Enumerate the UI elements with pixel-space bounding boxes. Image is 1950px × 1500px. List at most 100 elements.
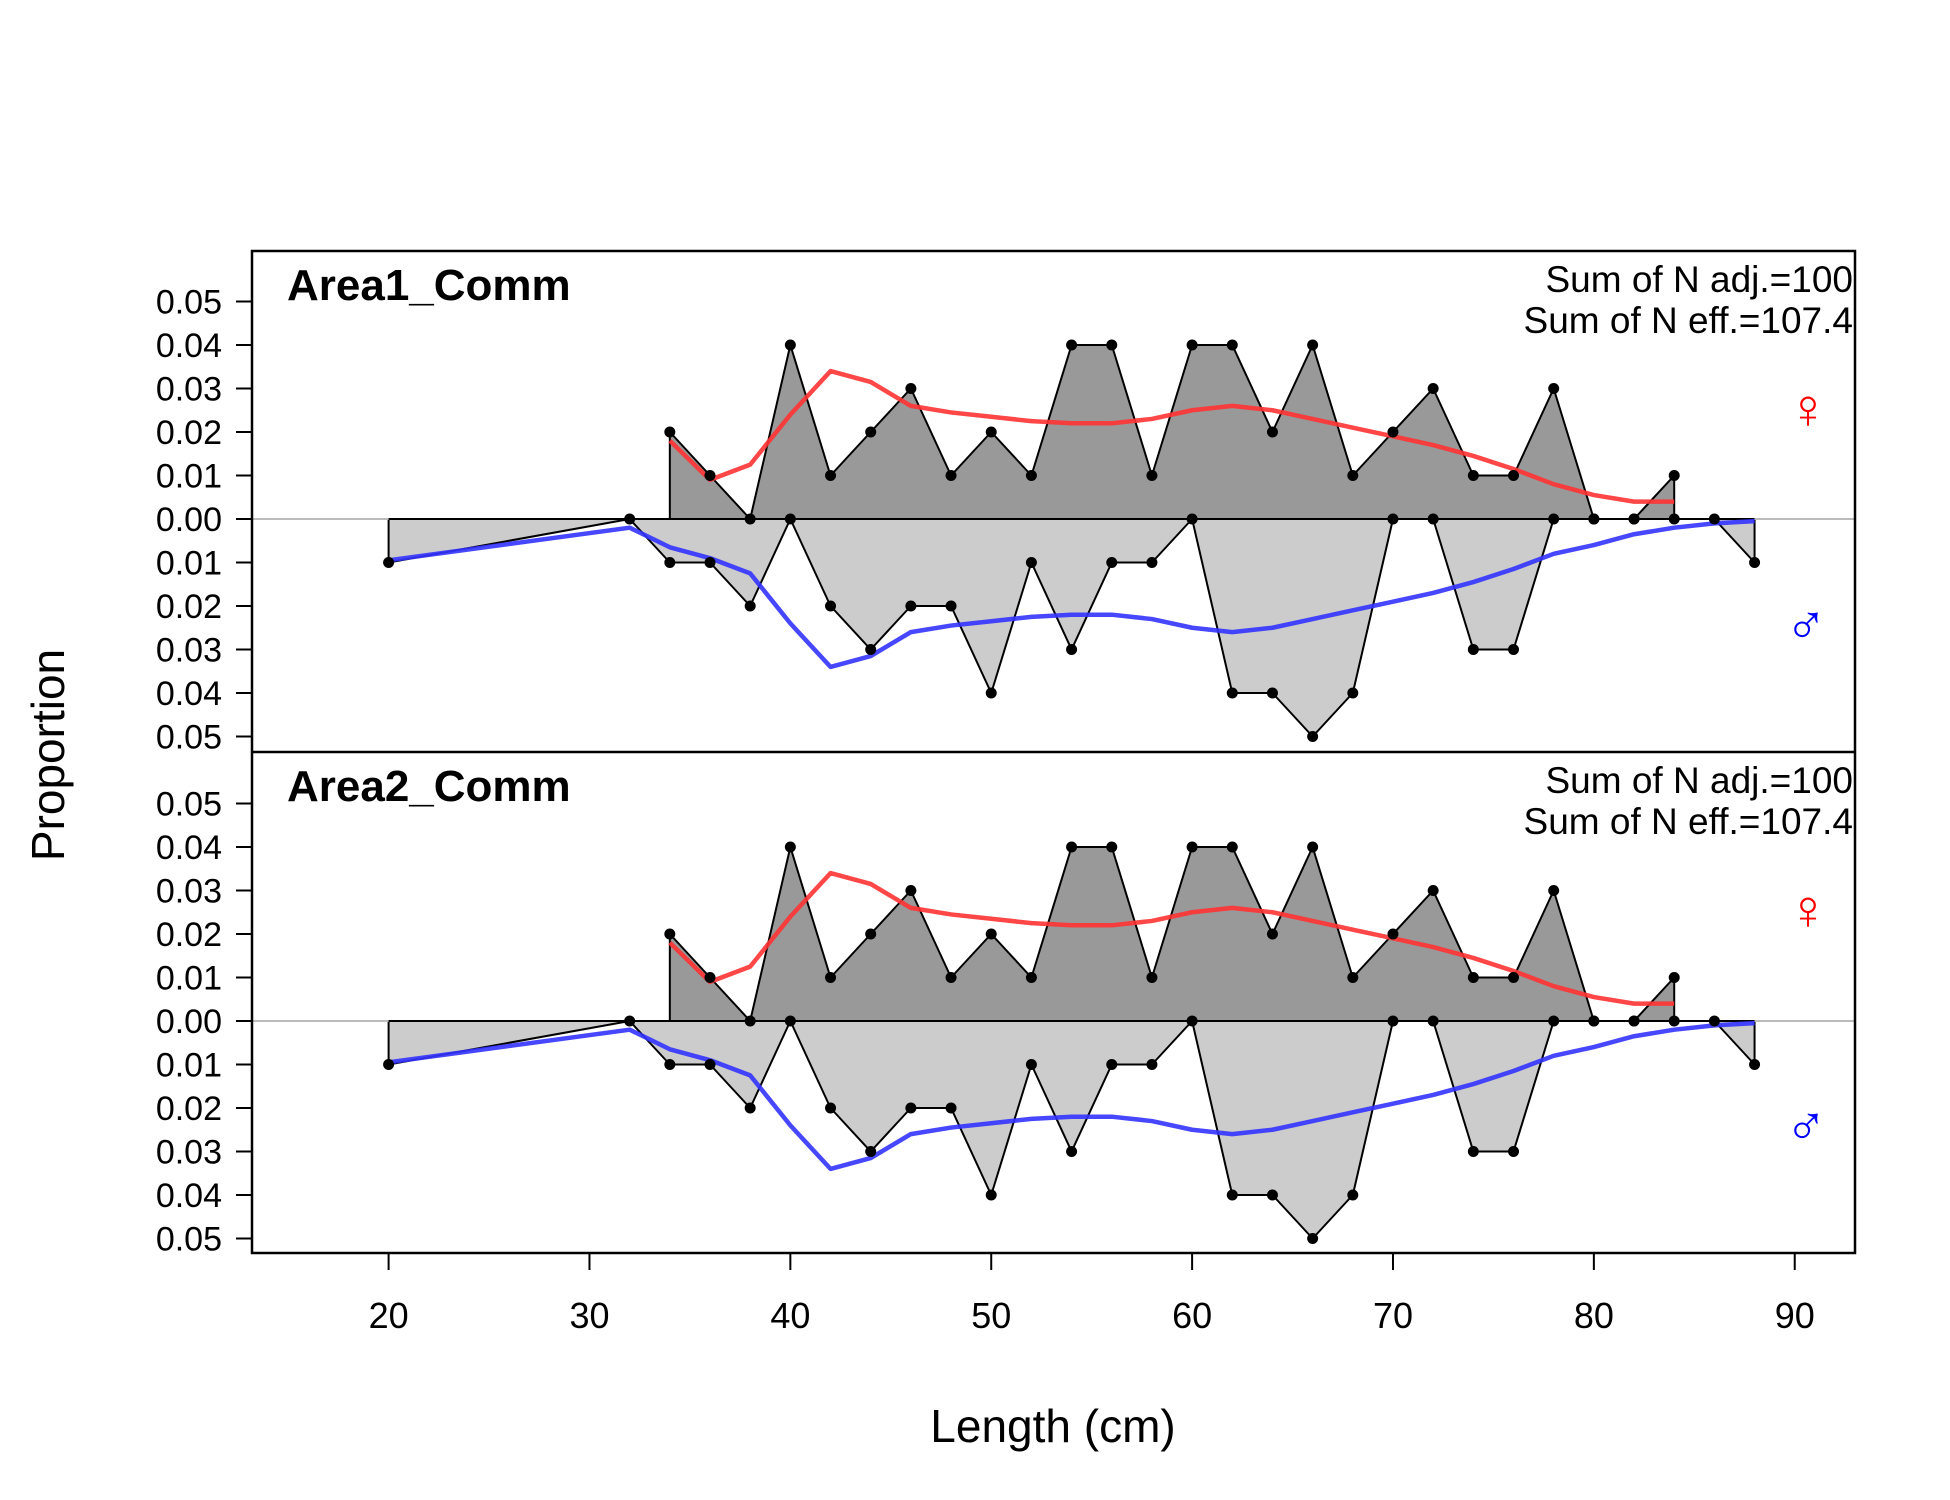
female-observed-point	[905, 885, 917, 896]
male-observed-point	[1186, 1015, 1198, 1027]
male-symbol-icon: ♂	[1785, 593, 1827, 656]
female-observed-point	[704, 972, 716, 983]
female-symbol-icon: ♀	[1787, 377, 1829, 440]
x-tick-label: 80	[1574, 1295, 1614, 1336]
y-tick-label: 0.01	[156, 960, 222, 998]
annotation-n-adj: Sum of N adj.=100	[1546, 760, 1854, 801]
male-observed-point	[1347, 1189, 1359, 1201]
y-tick-label: 0.05	[156, 284, 222, 322]
male-symbol-icon: ♂	[1785, 1094, 1827, 1157]
male-observed-point	[1387, 513, 1399, 525]
male-observed-point	[945, 1102, 957, 1114]
female-observed-point	[1387, 426, 1399, 438]
female-observed-point	[1387, 928, 1399, 940]
y-tick-label: 0.01	[156, 545, 222, 583]
male-observed-point	[744, 600, 756, 612]
male-observed-point	[1668, 1015, 1680, 1027]
male-observed-point	[1427, 513, 1439, 525]
male-observed-point	[1307, 1233, 1319, 1244]
female-observed-point	[1347, 972, 1359, 983]
male-observed-point	[704, 557, 716, 568]
male-observed-point	[1427, 1015, 1439, 1027]
male-expected-line	[388, 518, 1755, 670]
male-observed-point	[1226, 1189, 1238, 1201]
female-observed-point	[744, 513, 756, 525]
male-observed-point	[784, 513, 796, 525]
female-expected-line	[668, 368, 1675, 504]
female-observed-point	[1307, 339, 1319, 351]
female-observed-point	[1307, 841, 1319, 853]
male-observed-point	[1025, 557, 1037, 568]
male-observed-point	[1588, 513, 1600, 525]
female-observed-point	[1467, 972, 1479, 983]
female-observed-point	[1668, 972, 1680, 983]
female-observed-point	[1106, 339, 1118, 351]
y-tick-label: 0.04	[156, 1177, 222, 1215]
x-axis-label: Length (cm)	[930, 1400, 1175, 1452]
y-tick-label: 0.00	[156, 501, 222, 539]
female-observed-point	[1025, 972, 1037, 983]
male-observed-point	[1266, 1189, 1278, 1201]
female-observed-point	[1106, 841, 1118, 853]
panel-title: Area1_Comm	[287, 261, 571, 310]
female-observed-point	[1548, 885, 1560, 896]
female-observed-point	[1668, 470, 1680, 481]
female-observed-point	[1266, 928, 1278, 940]
y-tick-label: 0.04	[156, 675, 222, 713]
panel-2: 0.05 0.04 0.03 0.02 0.01 0.00 0.01 0.02 0.03 0.04…	[156, 760, 1855, 1259]
y-tick-label: 0.02	[156, 588, 222, 626]
male-observed-point	[784, 1015, 796, 1027]
female-observed-point	[1146, 470, 1158, 481]
x-tick-label: 50	[971, 1295, 1011, 1336]
male-observed-point	[1266, 687, 1278, 699]
male-observed-point	[1066, 644, 1078, 655]
y-tick-label: 0.04	[156, 327, 222, 365]
male-observed-point	[1066, 1146, 1078, 1157]
male-observed-point	[1749, 557, 1761, 568]
female-observed-point	[664, 426, 676, 438]
y-axis-label: Proportion	[22, 649, 74, 861]
y-tick-label: 0.04	[156, 829, 222, 867]
male-observed-point	[865, 644, 877, 655]
y-tick-label: 0.02	[156, 1090, 222, 1128]
y-tick-label: 0.00	[156, 1003, 222, 1041]
male-observed-point	[1186, 513, 1198, 525]
annotation-n-adj: Sum of N adj.=100	[1546, 259, 1854, 300]
female-observed-point	[865, 426, 877, 438]
male-observed-point	[1508, 1146, 1520, 1157]
male-observed-point	[1668, 513, 1680, 525]
male-observed-point	[825, 1102, 837, 1114]
female-observed-point	[1186, 841, 1198, 853]
male-observed-point	[865, 1146, 877, 1157]
x-tick-label: 70	[1373, 1295, 1413, 1336]
male-observed-point	[985, 1189, 997, 1201]
female-observed-point	[1186, 339, 1198, 351]
y-tick-label: 0.01	[156, 458, 222, 496]
male-observed-point	[1347, 687, 1359, 699]
male-observed-point	[1467, 644, 1479, 655]
male-observed-point	[905, 1102, 917, 1114]
male-observed-point	[1106, 557, 1118, 568]
male-observed-point	[825, 600, 837, 612]
male-observed-point	[1749, 1059, 1761, 1070]
male-observed-point	[1146, 1059, 1158, 1070]
male-observed-point	[383, 1059, 395, 1070]
male-observed-point	[1508, 644, 1520, 655]
female-observed-point	[664, 928, 676, 940]
male-observed-point	[1628, 513, 1640, 525]
male-observed-point	[704, 1059, 716, 1070]
male-observed-point	[1106, 1059, 1118, 1070]
male-observed-point	[1708, 1015, 1720, 1027]
panels-layer: 0.05 0.04 0.03 0.02 0.01 0.00 0.01 0.02 0.03 0.04…	[156, 259, 1855, 1259]
female-observed-point	[825, 470, 837, 481]
male-observed-point	[1588, 1015, 1600, 1027]
male-observed-point	[1226, 687, 1238, 699]
y-tick-label: 0.02	[156, 414, 222, 452]
x-tick-label: 20	[369, 1295, 409, 1336]
male-observed-point	[1628, 1015, 1640, 1027]
y-tick-label: 0.03	[156, 1134, 222, 1172]
female-observed-point	[1467, 470, 1479, 481]
female-observed-point	[1508, 470, 1520, 481]
